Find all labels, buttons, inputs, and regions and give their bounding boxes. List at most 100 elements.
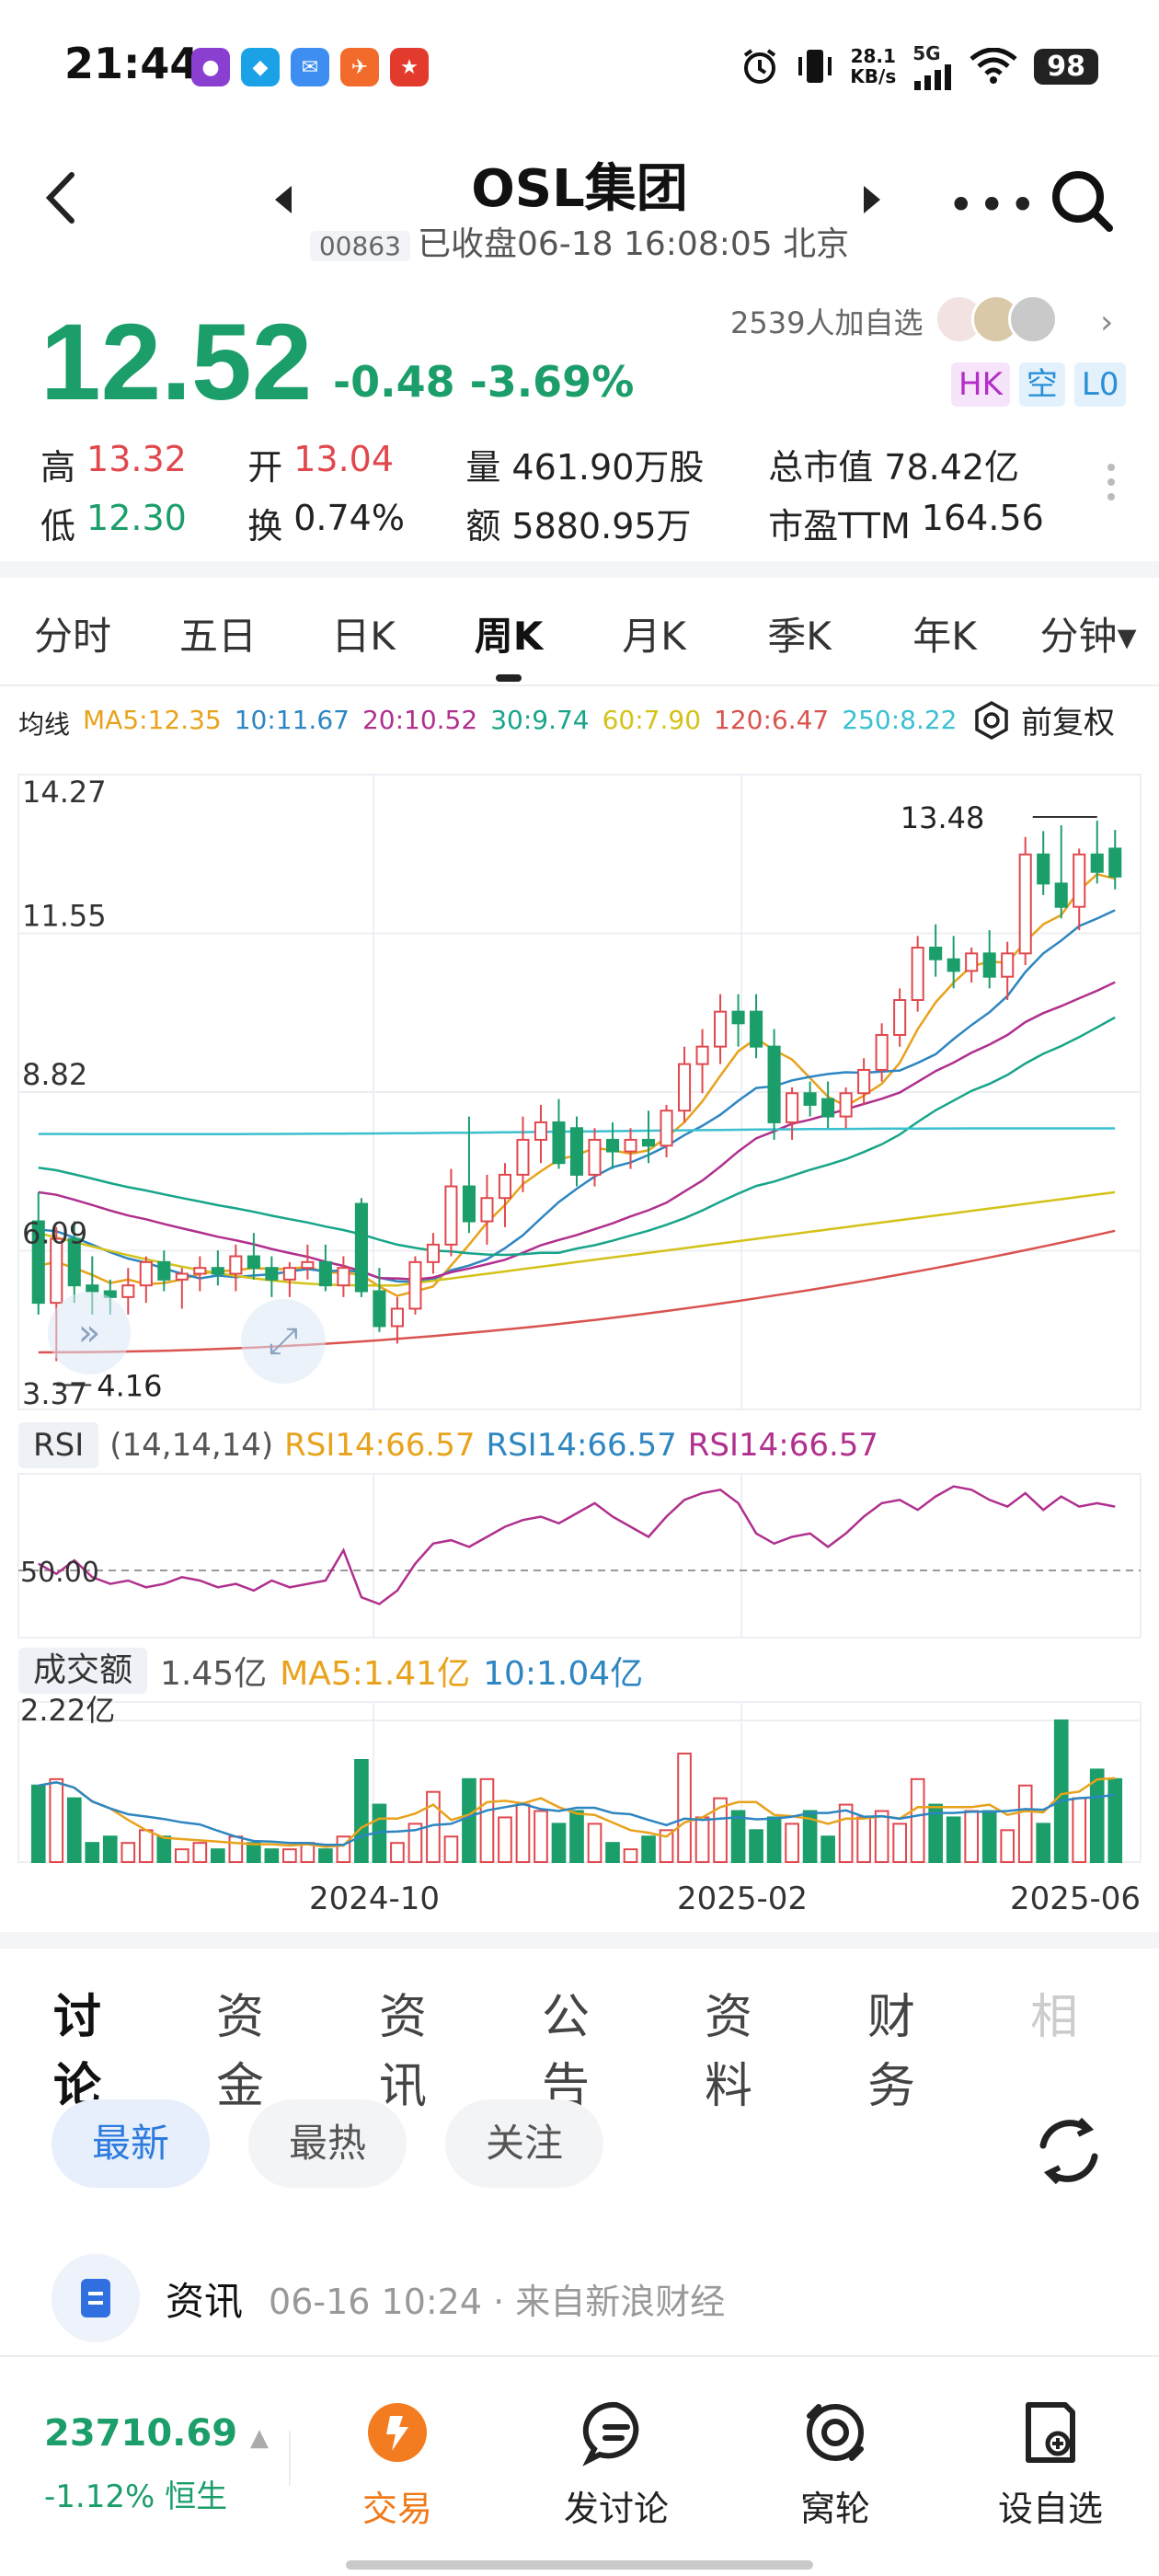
stat-label: 高 bbox=[40, 446, 76, 488]
home-indicator[interactable] bbox=[346, 2560, 813, 2570]
volume-bar bbox=[282, 1848, 297, 1863]
fullscreen-button[interactable]: ⤢ bbox=[241, 1299, 326, 1384]
pe-value: 164.56 bbox=[921, 497, 1044, 538]
chevron-right-icon[interactable]: › bbox=[1100, 304, 1114, 341]
market-status: 已收盘06-18 16:08:05 北京 bbox=[417, 225, 850, 263]
search-button[interactable] bbox=[1047, 166, 1117, 236]
battery-indicator: 98 bbox=[1034, 48, 1098, 85]
volume-bar bbox=[85, 1842, 100, 1864]
candle-body bbox=[282, 1267, 296, 1281]
kline-chart[interactable]: 14.27 11.55 8.82 6.09 3.37 13.48 4.16 50.00 2.… bbox=[0, 754, 1159, 1895]
tab-discussion[interactable]: 讨论 bbox=[53, 1978, 135, 2144]
filter-following[interactable]: 关注 bbox=[445, 2099, 604, 2188]
tab-news[interactable]: 资讯 bbox=[379, 1990, 428, 2114]
follower-avatars[interactable] bbox=[935, 294, 1058, 344]
volume-bar bbox=[713, 1797, 728, 1863]
tab-monthly-k[interactable]: 月K bbox=[622, 613, 686, 659]
volume-bar bbox=[964, 1810, 980, 1864]
scroll-back-button[interactable]: » bbox=[48, 1292, 131, 1374]
adjust-mode-button[interactable]: 前复权 bbox=[971, 697, 1115, 742]
prev-stock-button[interactable] bbox=[271, 184, 295, 215]
status-bar: 21:44 ● ◆ ✉ ✈ ★ 28.1 KB/s 5G 98 bbox=[0, 0, 1159, 129]
refresh-button[interactable] bbox=[1030, 2112, 1107, 2190]
candle-body bbox=[965, 952, 979, 972]
content-tabs: 讨论 资金 资讯 公告 资料 财务 相 bbox=[53, 1978, 1159, 2144]
index-value[interactable]: 23710.69 ▲ bbox=[44, 2412, 269, 2455]
volume-indicator-chip[interactable]: 成交额 bbox=[18, 1648, 148, 1694]
volume-bar bbox=[318, 1848, 333, 1863]
expand-stats-handle[interactable] bbox=[1107, 456, 1119, 508]
stat-label: 量 bbox=[465, 446, 501, 488]
tab-daily-k[interactable]: 日K bbox=[331, 613, 396, 659]
volume-bar bbox=[838, 1803, 854, 1864]
next-stock-button[interactable] bbox=[860, 184, 884, 215]
stock-code: 00863 bbox=[309, 231, 410, 261]
system-indicators: 28.1 KB/s 5G 98 bbox=[740, 42, 1098, 90]
volume-bar bbox=[785, 1823, 799, 1864]
nav-add-watchlist[interactable]: 设自选 bbox=[977, 2398, 1124, 2531]
ma-legend-item: 120:6.47 bbox=[714, 705, 830, 735]
volume-bar bbox=[49, 1777, 64, 1864]
back-button[interactable] bbox=[35, 166, 90, 230]
tab-yearly-k[interactable]: 年K bbox=[912, 613, 977, 659]
x-tick-label: 2025-02 bbox=[677, 1880, 809, 1917]
volume-bar bbox=[30, 1784, 46, 1863]
candle-body bbox=[480, 1197, 494, 1223]
follower-count[interactable]: 2539人加自选 bbox=[730, 305, 924, 340]
tab-financials[interactable]: 财务 bbox=[867, 1990, 916, 2114]
tab-announcements[interactable]: 公告 bbox=[542, 1990, 591, 2114]
more-button[interactable]: ••• bbox=[947, 178, 1040, 232]
tab-capital[interactable]: 资金 bbox=[216, 1990, 265, 2114]
volume-bar bbox=[174, 1848, 189, 1863]
volume-ma5: MA5:1.41亿 bbox=[280, 1655, 471, 1693]
candle-body bbox=[982, 952, 996, 978]
volume-bar bbox=[211, 1848, 225, 1863]
volume-bar bbox=[443, 1835, 459, 1863]
ma-legend-item: 250:8.22 bbox=[842, 705, 958, 735]
volume-bar bbox=[928, 1803, 943, 1864]
candle-body bbox=[678, 1063, 692, 1112]
volume-ma10: 10:1.04亿 bbox=[483, 1655, 644, 1693]
tab-intraday[interactable]: 分时 bbox=[33, 613, 111, 659]
filter-hot[interactable]: 最热 bbox=[248, 2099, 407, 2188]
volume-bar bbox=[802, 1810, 818, 1864]
volume-bar bbox=[910, 1777, 925, 1864]
index-change[interactable]: -1.12% 恒生 bbox=[44, 2478, 228, 2515]
nav-warrants[interactable]: 窝轮 bbox=[762, 2398, 909, 2531]
candle-body bbox=[552, 1121, 566, 1165]
volume-bar bbox=[820, 1835, 835, 1863]
volume-bar bbox=[247, 1842, 261, 1864]
trade-icon bbox=[368, 2403, 427, 2462]
filter-latest[interactable]: 最新 bbox=[52, 2099, 211, 2188]
chart-panel-frame bbox=[17, 1473, 1142, 1639]
alarm-icon bbox=[744, 49, 776, 84]
open-value: 13.04 bbox=[293, 438, 395, 479]
candle-body bbox=[390, 1307, 404, 1328]
volume-bar bbox=[1107, 1777, 1123, 1864]
candle-body bbox=[569, 1127, 584, 1176]
candle-body bbox=[714, 1010, 728, 1048]
price-change: -0.48 -3.69% bbox=[333, 357, 635, 407]
amount-value: 5880.95万 bbox=[511, 505, 692, 546]
rsi-indicator-chip[interactable]: RSI bbox=[18, 1422, 99, 1468]
candle-body bbox=[605, 1138, 620, 1153]
tab-minute-dropdown[interactable]: 分钟▾ bbox=[1039, 613, 1137, 659]
nav-post-discussion[interactable]: 发讨论 bbox=[543, 2398, 690, 2531]
tab-profile[interactable]: 资料 bbox=[705, 1990, 753, 2114]
candle-body bbox=[193, 1267, 207, 1275]
news-list-item[interactable]: 资讯 06-16 10:24 · 来自新浪财经 bbox=[52, 2254, 725, 2342]
tab-weekly-k[interactable]: 周K bbox=[436, 605, 581, 682]
tab-related[interactable]: 相 bbox=[1030, 1990, 1079, 2045]
candle-body bbox=[857, 1068, 871, 1095]
volume-bar bbox=[749, 1829, 763, 1863]
volume-ma5-line bbox=[38, 1777, 1116, 1848]
tab-quarterly-k[interactable]: 季K bbox=[767, 613, 832, 659]
nav-trade[interactable]: 交易 bbox=[324, 2398, 471, 2531]
volume-bar bbox=[730, 1810, 746, 1864]
candle-body bbox=[875, 1033, 889, 1071]
volume-bar bbox=[1017, 1784, 1033, 1863]
y-axis-label: 8.82 bbox=[22, 1057, 87, 1092]
candle-body bbox=[534, 1121, 548, 1141]
tab-five-day[interactable]: 五日 bbox=[178, 613, 257, 659]
x-tick-label: 2025-06 bbox=[1010, 1880, 1142, 1917]
